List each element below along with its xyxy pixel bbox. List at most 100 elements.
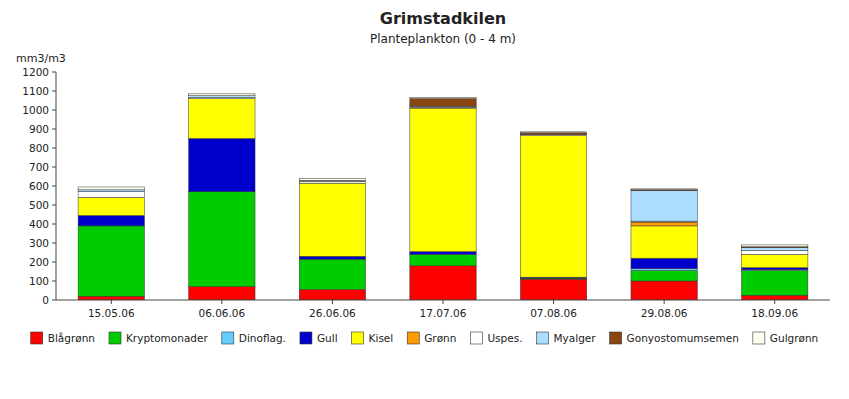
bar-segment xyxy=(78,226,144,296)
bar-segment xyxy=(520,131,586,133)
legend-label: Dinoflag. xyxy=(239,332,286,344)
legend-label: Kryptomonader xyxy=(126,332,208,344)
y-tick xyxy=(52,129,56,130)
legend-swatch xyxy=(109,332,121,344)
legend-item: Blågrønn xyxy=(31,332,95,344)
legend-label: Gull xyxy=(317,332,338,344)
bar-segment xyxy=(189,287,255,300)
bar-segment xyxy=(189,98,255,99)
bar-segment xyxy=(410,108,476,109)
bars xyxy=(78,94,808,300)
legend-swatch xyxy=(352,332,364,344)
y-tick xyxy=(52,205,56,206)
bar-segment xyxy=(631,258,697,268)
bar-segment xyxy=(189,99,255,139)
bar-segment xyxy=(520,135,586,136)
bar-segment xyxy=(299,256,365,259)
bar-segment xyxy=(410,99,476,107)
bar-segment xyxy=(189,96,255,98)
y-tick xyxy=(52,110,56,111)
x-tick xyxy=(774,300,775,304)
bar-segment xyxy=(631,222,697,226)
y-tick-label: 1200 xyxy=(22,66,49,78)
bar-segment xyxy=(78,190,144,192)
y-tick-label: 600 xyxy=(29,180,49,192)
bar-segment xyxy=(78,215,144,225)
y-axis-label: mm3/m3 xyxy=(16,52,66,65)
legend-swatch xyxy=(31,332,43,344)
x-tick-label: 26.06.06 xyxy=(309,307,356,319)
x-tick xyxy=(111,300,112,304)
y-tick-label: 500 xyxy=(29,199,49,211)
bar-segment xyxy=(631,189,697,191)
bar-segment xyxy=(631,281,697,300)
y-tick-label: 1000 xyxy=(22,104,49,116)
bar-segment xyxy=(299,183,365,256)
x-tick xyxy=(553,300,554,304)
x-tick xyxy=(332,300,333,304)
y-tick xyxy=(52,167,56,168)
legend-item: Uspes. xyxy=(470,332,522,344)
y-tick xyxy=(52,243,56,244)
bar-segment xyxy=(631,188,697,190)
bar-segment xyxy=(742,268,808,270)
bar-segment xyxy=(742,251,808,255)
legend-item: Kryptomonader xyxy=(109,332,208,344)
y-tick xyxy=(52,72,56,73)
legend-item: Gulgrønn xyxy=(753,332,818,344)
bar-segment xyxy=(410,252,476,255)
bar-segment xyxy=(189,139,255,192)
y-tick xyxy=(52,300,56,301)
legend-label: Myalger xyxy=(554,332,597,344)
x-tick-label: 06.06.06 xyxy=(198,307,245,319)
y-tick-label: 200 xyxy=(29,256,49,268)
bar-segment xyxy=(520,136,586,278)
legend-label: Grønn xyxy=(424,332,456,344)
y-tick xyxy=(52,186,56,187)
bar-segment xyxy=(410,97,476,99)
bar-segment xyxy=(410,266,476,300)
legend-swatch xyxy=(610,332,622,344)
y-tick-label: 800 xyxy=(29,142,49,154)
x-tick xyxy=(664,300,665,304)
legend-label: Blågrønn xyxy=(48,332,95,344)
bar-segment xyxy=(189,192,255,287)
x-tick xyxy=(221,300,222,304)
bar-segment xyxy=(742,295,808,300)
bar-segment xyxy=(520,133,586,135)
bar-segment xyxy=(742,248,808,251)
y-tick xyxy=(52,262,56,263)
title: Grimstadkilen xyxy=(380,9,506,28)
y-tick-label: 100 xyxy=(29,275,49,287)
y-tick-label: 700 xyxy=(29,161,49,173)
x-tick-label: 07.08.06 xyxy=(530,307,577,319)
bar-segment xyxy=(410,107,476,109)
bar-segment xyxy=(78,197,144,215)
x-tick-label: 17.07.06 xyxy=(420,307,467,319)
bar-segment xyxy=(189,94,255,96)
y-tick-label: 300 xyxy=(29,237,49,249)
legend-item: Gonyostomumsemen xyxy=(610,332,739,344)
y-tick-label: 400 xyxy=(29,218,49,230)
legend-label: Kisel xyxy=(369,332,394,344)
bar-segment xyxy=(520,278,586,279)
x-tick-label: 15.05.06 xyxy=(88,307,135,319)
bar-segment xyxy=(520,278,586,280)
legend-label: Gulgrønn xyxy=(770,332,818,344)
y-tick-label: 1100 xyxy=(22,85,49,97)
bar-segment xyxy=(78,192,144,198)
y-tick xyxy=(52,148,56,149)
legend-swatch xyxy=(300,332,312,344)
legend-label: Uspes. xyxy=(487,332,522,344)
legend-item: Kisel xyxy=(352,332,394,344)
legend-swatch xyxy=(753,332,765,344)
bar-segment xyxy=(631,271,697,281)
bar-segment xyxy=(410,254,476,265)
bar-segment xyxy=(520,279,586,300)
bar-segment xyxy=(299,259,365,289)
legend-swatch xyxy=(470,332,482,344)
x-tick-label: 29.08.06 xyxy=(641,307,688,319)
bar-segment xyxy=(742,254,808,267)
x-tick xyxy=(443,300,444,304)
bar-segment xyxy=(742,245,808,247)
